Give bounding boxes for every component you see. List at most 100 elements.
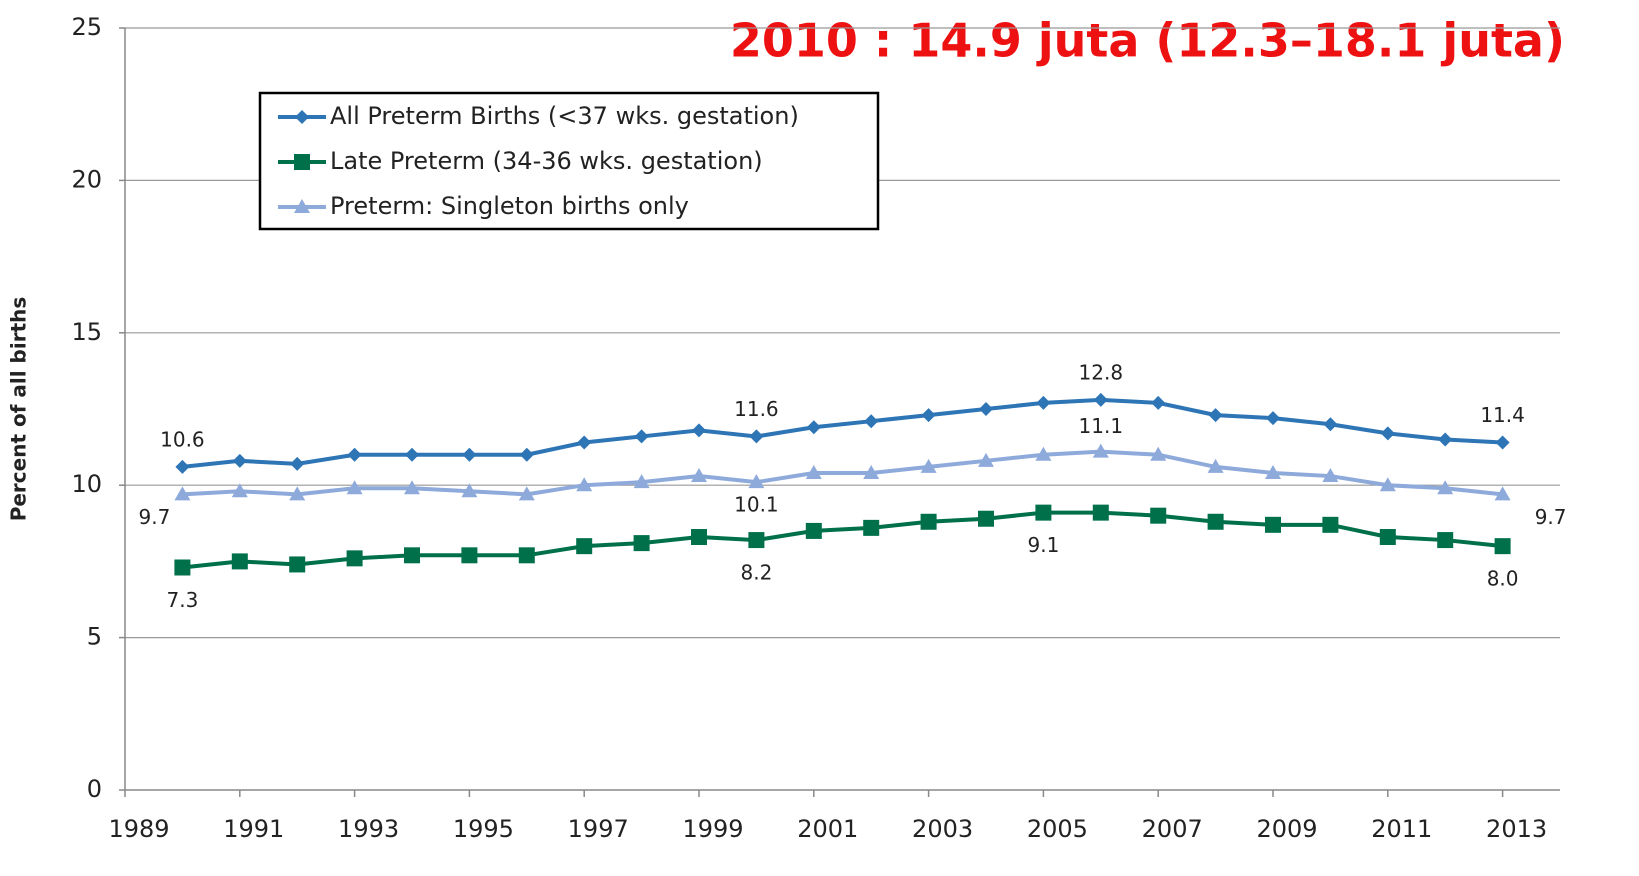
data-point (1266, 411, 1280, 426)
legend-marker (295, 110, 309, 124)
x-tick-label: 2009 (1256, 815, 1317, 843)
x-tick-label: 2011 (1371, 815, 1432, 843)
data-point (1495, 435, 1510, 450)
data-point (1035, 504, 1052, 521)
data-point (404, 480, 420, 495)
data-point (806, 420, 821, 435)
data-point (920, 458, 937, 473)
x-tick-label: 2001 (797, 815, 858, 843)
data-point (633, 535, 650, 552)
data-point (518, 486, 535, 501)
data-point (1380, 426, 1395, 441)
data-point (1035, 446, 1052, 461)
data-point (805, 522, 822, 539)
data-point (1265, 516, 1281, 533)
data-point (289, 486, 306, 501)
data-point (518, 547, 535, 564)
data-point (1265, 465, 1281, 480)
y-tick-label: 0 (87, 775, 102, 803)
data-point (863, 519, 880, 536)
data-point (1036, 395, 1051, 410)
data-point (864, 414, 879, 429)
data-point (1207, 513, 1224, 530)
data-point (174, 559, 191, 576)
data-point (1150, 507, 1167, 524)
legend-label: Preterm: Singleton births only (330, 192, 689, 220)
data-point (346, 550, 363, 567)
data-label: 11.4 (1480, 403, 1525, 427)
data-point (1323, 417, 1338, 432)
data-label: 10.1 (734, 493, 779, 517)
x-tick-label: 1989 (108, 815, 169, 843)
data-point (577, 435, 592, 450)
data-point (749, 429, 764, 444)
series-line (182, 449, 1503, 497)
y-tick-label: 10 (71, 470, 102, 498)
data-point (461, 547, 478, 564)
data-label: 11.6 (734, 397, 779, 421)
data-point (1092, 443, 1109, 458)
data-point (231, 483, 248, 498)
data-point (863, 465, 880, 480)
data-point (1494, 538, 1511, 555)
legend-marker (294, 154, 310, 170)
data-point (978, 452, 994, 467)
data-point (1150, 446, 1167, 461)
data-point (1208, 408, 1223, 423)
data-point (691, 468, 707, 483)
series-line (182, 397, 1503, 469)
data-point (978, 510, 994, 527)
data-point (462, 447, 477, 462)
x-tick-label: 1993 (338, 815, 399, 843)
data-point (1207, 458, 1224, 473)
data-point (175, 459, 190, 474)
data-point (174, 486, 191, 501)
legend-box (258, 91, 880, 231)
data-point (405, 447, 419, 462)
data-point (1437, 532, 1454, 549)
data-point (920, 513, 937, 530)
data-label: 9.7 (1535, 505, 1567, 529)
data-point (1494, 486, 1511, 501)
data-label: 8.2 (740, 561, 772, 585)
data-point (1437, 480, 1454, 495)
data-point (1092, 504, 1109, 521)
data-point (1379, 477, 1396, 492)
legend-label: Late Preterm (34-36 wks. gestation) (330, 147, 763, 175)
data-point (634, 429, 649, 444)
data-point (231, 553, 248, 570)
data-point (290, 456, 305, 471)
data-label: 9.1 (1027, 533, 1059, 557)
x-tick-label: 1999 (682, 815, 743, 843)
y-tick-label: 5 (87, 623, 102, 651)
data-point (576, 477, 593, 492)
data-point (1093, 392, 1108, 407)
data-point (461, 483, 478, 498)
data-point (1322, 468, 1339, 483)
series-line (182, 510, 1503, 570)
data-point (232, 453, 247, 468)
data-point (748, 532, 765, 549)
data-label: 9.7 (138, 505, 170, 529)
data-point (633, 474, 650, 489)
data-label: 8.0 (1487, 567, 1519, 591)
data-point (1151, 395, 1166, 410)
y-axis-label: Percent of all births (7, 297, 31, 522)
x-tick-label: 2013 (1486, 815, 1547, 843)
legend-marker (294, 199, 310, 213)
y-tick-label: 25 (71, 13, 102, 41)
data-label: 10.6 (160, 427, 205, 451)
data-point (748, 474, 765, 489)
x-tick-label: 1995 (453, 815, 514, 843)
data-label: 11.1 (1079, 414, 1124, 438)
x-tick-label: 1991 (223, 815, 284, 843)
data-point (404, 547, 420, 564)
data-point (347, 447, 362, 462)
data-point (1438, 432, 1453, 447)
x-tick-label: 1997 (568, 815, 629, 843)
data-point (576, 538, 593, 555)
data-label: 12.8 (1079, 360, 1124, 384)
data-point (289, 556, 306, 573)
x-tick-label: 2007 (1142, 815, 1203, 843)
